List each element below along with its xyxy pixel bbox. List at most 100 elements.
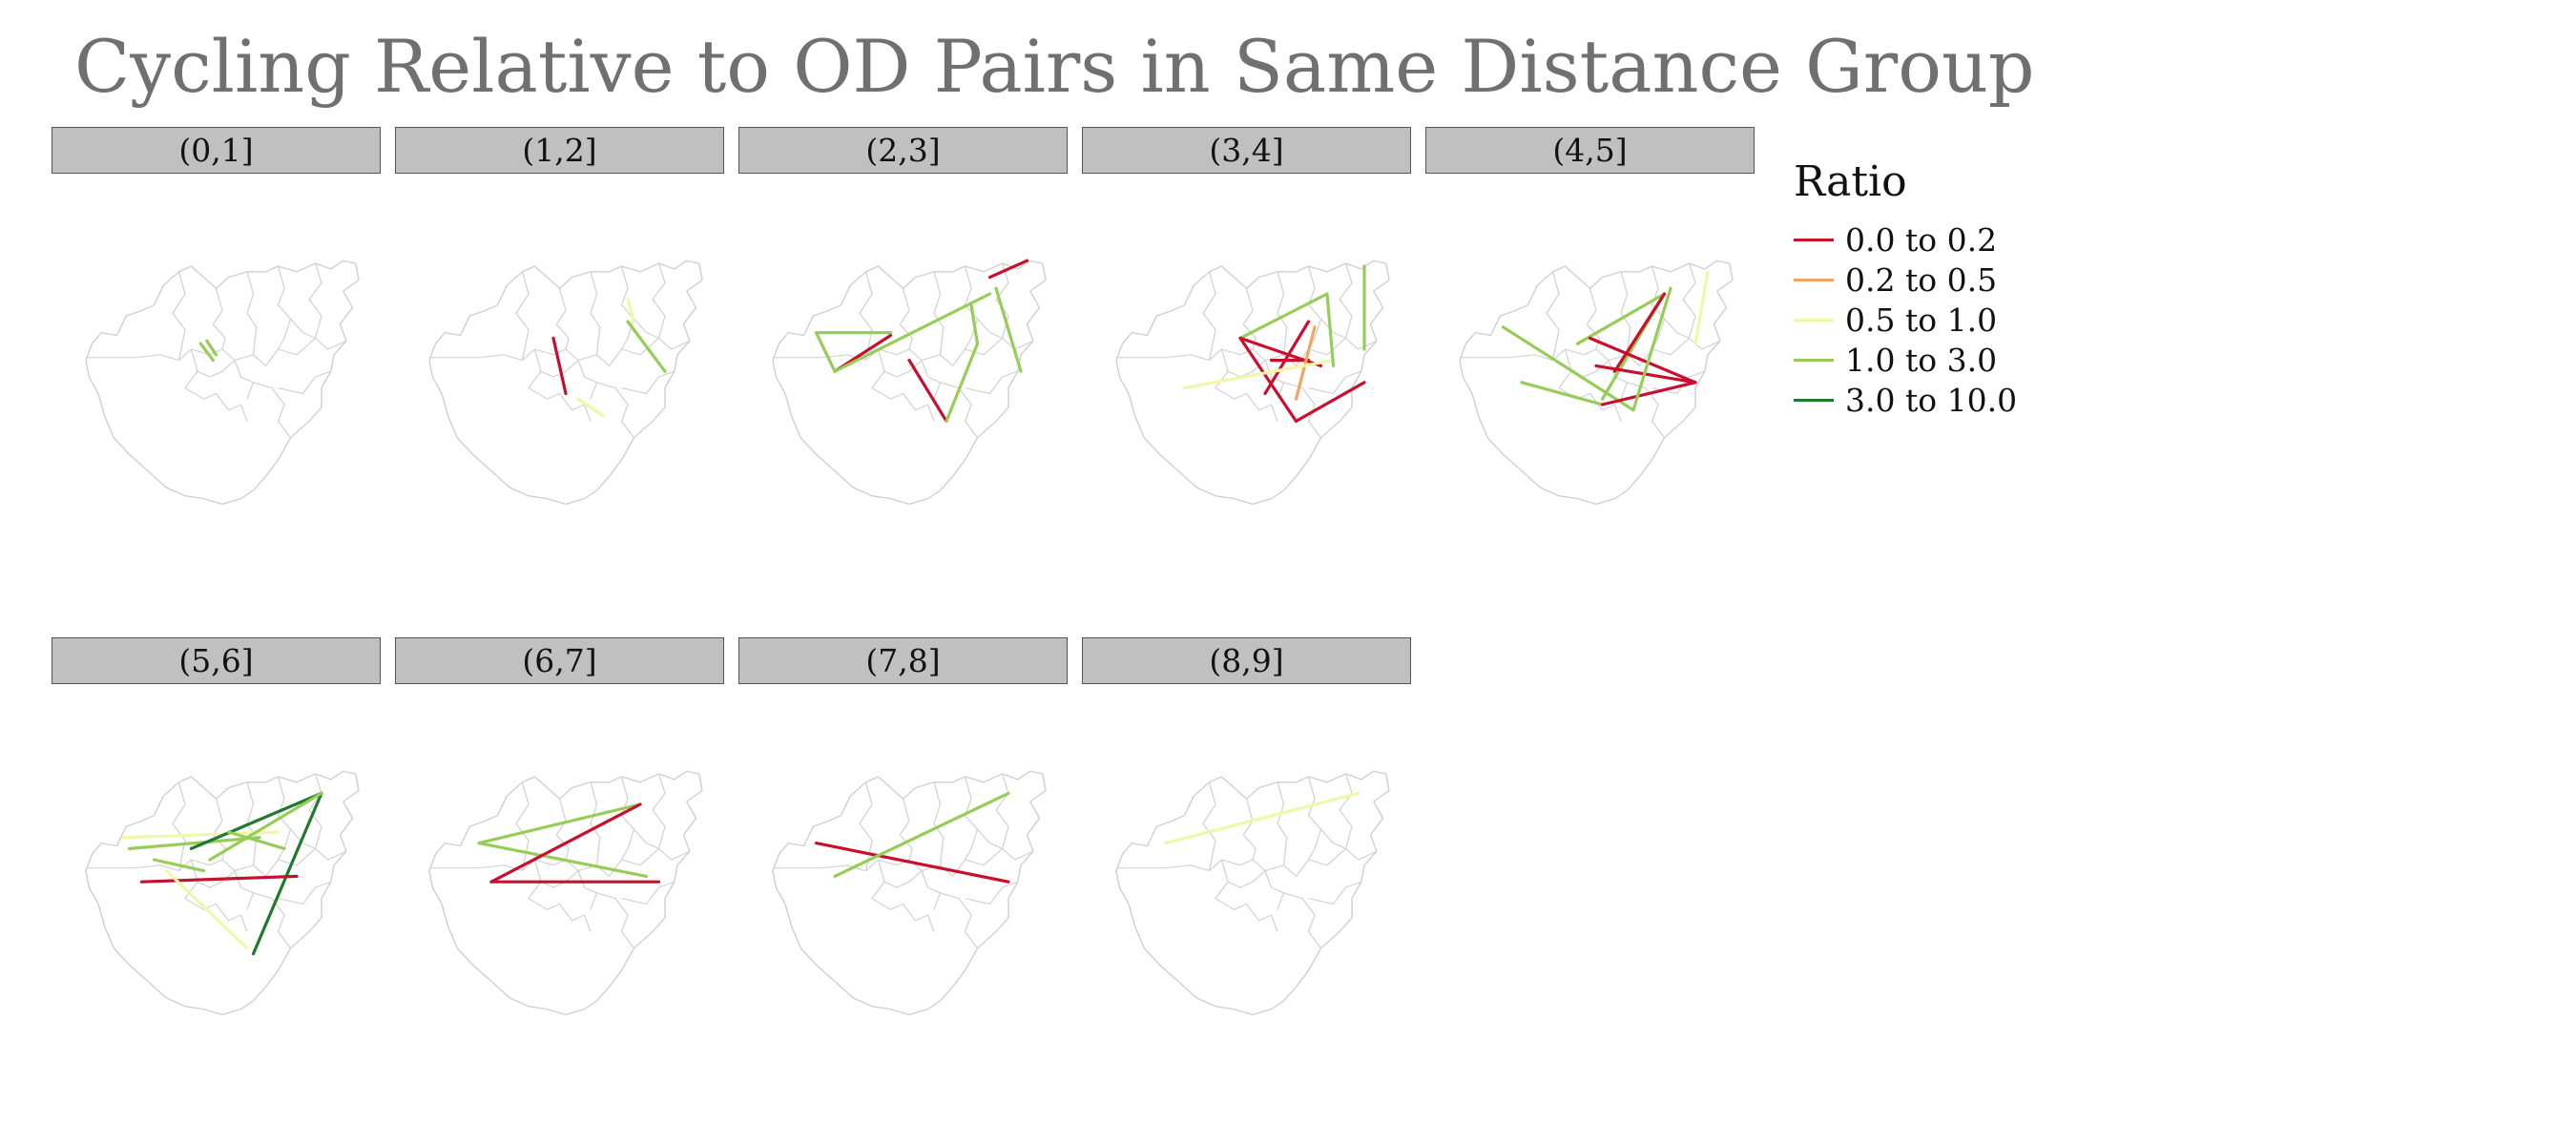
district-boundary	[278, 370, 331, 394]
od-flow-line	[127, 836, 261, 850]
od-flow-line	[189, 791, 323, 850]
od-flow-line	[1501, 325, 1635, 412]
district-boundary	[921, 870, 942, 910]
region-outline	[1459, 260, 1734, 506]
od-flow-line	[1575, 292, 1667, 345]
district-boundary	[933, 271, 945, 355]
district-boundary	[620, 776, 635, 861]
facet-map	[772, 259, 1047, 506]
legend-title: Ratio	[1794, 157, 1907, 206]
district-boundary	[172, 781, 186, 871]
district-boundary	[289, 828, 316, 849]
legend-key-line	[1794, 278, 1834, 281]
district-boundary	[976, 828, 1003, 849]
district-boundary	[590, 781, 601, 865]
district-boundary	[184, 859, 248, 932]
district-boundary	[1558, 348, 1622, 422]
district-boundary	[234, 360, 255, 400]
district-boundary	[940, 847, 1034, 877]
district-boundary	[308, 773, 322, 849]
district-boundary	[652, 262, 666, 339]
district-boundary	[1308, 370, 1361, 394]
district-boundary	[596, 337, 691, 366]
region-outline	[85, 770, 360, 1016]
od-flow-line	[489, 802, 642, 884]
od-flow-line	[626, 298, 636, 323]
district-boundary	[1319, 318, 1346, 339]
facet-strip-label: (1,2]	[395, 127, 724, 174]
od-flow-line	[198, 342, 215, 363]
district-boundary	[1307, 265, 1322, 350]
facet-panel: (5,6]	[52, 637, 381, 1086]
district-boundary	[940, 382, 979, 439]
district-boundary	[1215, 348, 1278, 422]
district-boundary	[277, 265, 292, 350]
region-outline	[1115, 770, 1390, 1016]
od-flow-line	[1238, 336, 1298, 423]
od-flow-line	[226, 830, 286, 850]
facet-strip-label: (3,4]	[1082, 127, 1411, 174]
district-boundary	[1202, 781, 1216, 871]
od-flow-line	[1294, 325, 1317, 401]
district-boundary	[540, 360, 579, 378]
od-flow-line	[205, 339, 218, 357]
district-boundary	[528, 859, 592, 932]
od-flow-line	[139, 874, 299, 884]
od-flow-line	[833, 791, 1010, 878]
district-boundary	[289, 318, 316, 339]
base-map	[85, 260, 360, 506]
district-boundary	[277, 776, 292, 861]
region-outline	[772, 770, 1047, 1016]
district-boundary	[1264, 870, 1285, 910]
facet-panel: (0,1]	[52, 127, 381, 575]
district-boundary	[1682, 262, 1696, 339]
facet-strip-label: (0,1]	[52, 127, 381, 174]
base-map	[428, 260, 703, 506]
od-flow-line	[1693, 270, 1710, 345]
district-boundary	[308, 262, 322, 339]
legend-key-line	[1794, 238, 1834, 241]
district-boundary	[1227, 870, 1266, 888]
legend-item: 0.2 to 0.5	[1794, 260, 2017, 300]
facet-map	[1459, 260, 1734, 506]
legend-label: 0.0 to 0.2	[1845, 220, 1998, 259]
base-map	[1115, 770, 1390, 1016]
region-outline	[1115, 260, 1390, 506]
district-boundary	[621, 370, 675, 394]
base-map	[1115, 260, 1390, 506]
facet-strip-label: (8,9]	[1082, 637, 1411, 684]
district-boundary	[620, 265, 635, 350]
district-boundary	[253, 382, 292, 439]
district-boundary	[899, 799, 913, 861]
district-boundary	[871, 859, 935, 932]
facet-map	[1115, 260, 1390, 506]
facet-panel: (2,3]	[738, 127, 1068, 575]
od-flow-line	[1612, 292, 1667, 373]
od-flow-line	[987, 259, 1029, 280]
district-boundary	[172, 271, 186, 361]
od-flow-line	[833, 292, 992, 373]
legend-label: 3.0 to 10.0	[1845, 381, 2018, 419]
district-boundary	[883, 870, 923, 888]
district-boundary	[995, 773, 1009, 849]
district-boundary	[1460, 348, 1628, 362]
facet-map	[1115, 770, 1390, 1016]
od-flow-line	[814, 331, 837, 373]
district-boundary	[976, 318, 1003, 339]
district-boundary	[933, 781, 945, 865]
district-boundary	[540, 870, 579, 888]
region-outline	[428, 260, 703, 506]
district-boundary	[246, 271, 258, 355]
district-boundary	[1283, 382, 1322, 439]
facet-panel: (1,2]	[395, 127, 724, 575]
od-flow-line	[477, 802, 642, 845]
district-boundary	[940, 892, 979, 949]
district-boundary	[253, 337, 347, 366]
district-boundary	[577, 360, 598, 400]
facet-strip-label: (4,5]	[1425, 127, 1755, 174]
facet-map	[85, 260, 360, 506]
od-flow-line	[1631, 286, 1672, 412]
od-flow-line	[1263, 320, 1311, 395]
facet-map	[428, 770, 703, 1016]
legend-key-line	[1794, 358, 1834, 362]
